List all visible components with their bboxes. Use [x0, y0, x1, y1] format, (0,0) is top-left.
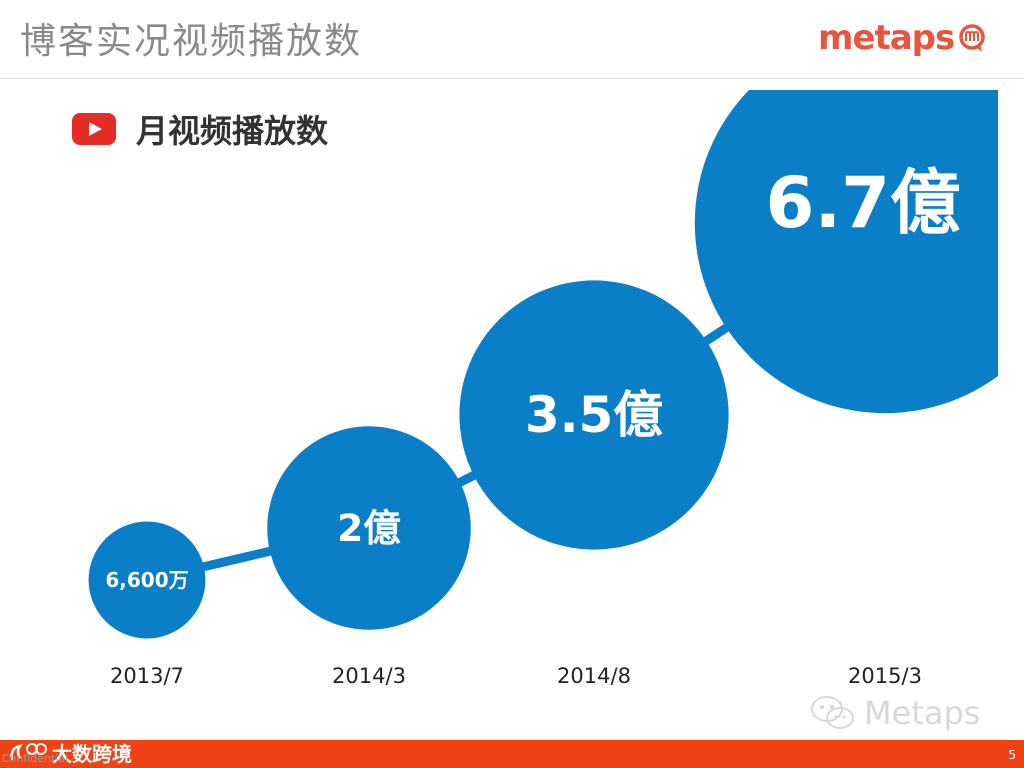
- section-header: 月视频播放数: [72, 106, 328, 152]
- wechat-icon: [811, 696, 854, 729]
- footer-brand-text: 大数跨境: [52, 742, 132, 766]
- section-label: 月视频播放数: [136, 112, 329, 150]
- youtube-icon: [72, 113, 116, 145]
- logo-m-icon: [959, 24, 986, 52]
- bubble-chart: 6,600万 2億 3.5億 6.7億 2013/7 2014/3 2014/8 2015/…: [88, 90, 998, 688]
- chart-data-labels: 6,600万 2億 3.5億 6.7億: [105, 162, 960, 592]
- page-number: 5: [1008, 748, 1016, 762]
- footer-bar: [0, 740, 1024, 768]
- chart-bubbles: [88, 90, 998, 639]
- bubble-2: [459, 280, 729, 550]
- x-tick-label-0: 2013/7: [110, 664, 184, 688]
- bubble-0: [88, 521, 206, 639]
- bubble-label-3: 6.7億: [765, 162, 960, 244]
- x-tick-label-1: 2014/3: [332, 664, 406, 688]
- bubble-1: [267, 426, 471, 630]
- page-title: 博客实况视频播放数: [20, 21, 363, 62]
- header-divider: [0, 78, 1024, 79]
- watermark-text: Metaps: [864, 694, 981, 732]
- watermark: Metaps: [810, 694, 980, 732]
- bubble-label-0: 6,600万: [105, 568, 188, 592]
- bubble-3: [694, 90, 998, 414]
- footer-brand: 大数跨境: [8, 738, 132, 767]
- brand-icon: [10, 742, 47, 760]
- chart-x-axis-labels: 2013/7 2014/3 2014/8 2015/3: [110, 664, 922, 688]
- bubble-label-2: 3.5億: [525, 386, 663, 444]
- x-tick-label-2: 2014/8: [557, 664, 631, 688]
- confidential-label: Confidential: [2, 752, 69, 765]
- bubble-label-1: 2億: [337, 506, 401, 550]
- x-tick-label-3: 2015/3: [848, 664, 922, 688]
- logo-text: metaps: [818, 18, 955, 58]
- metaps-logo: metaps: [818, 18, 986, 58]
